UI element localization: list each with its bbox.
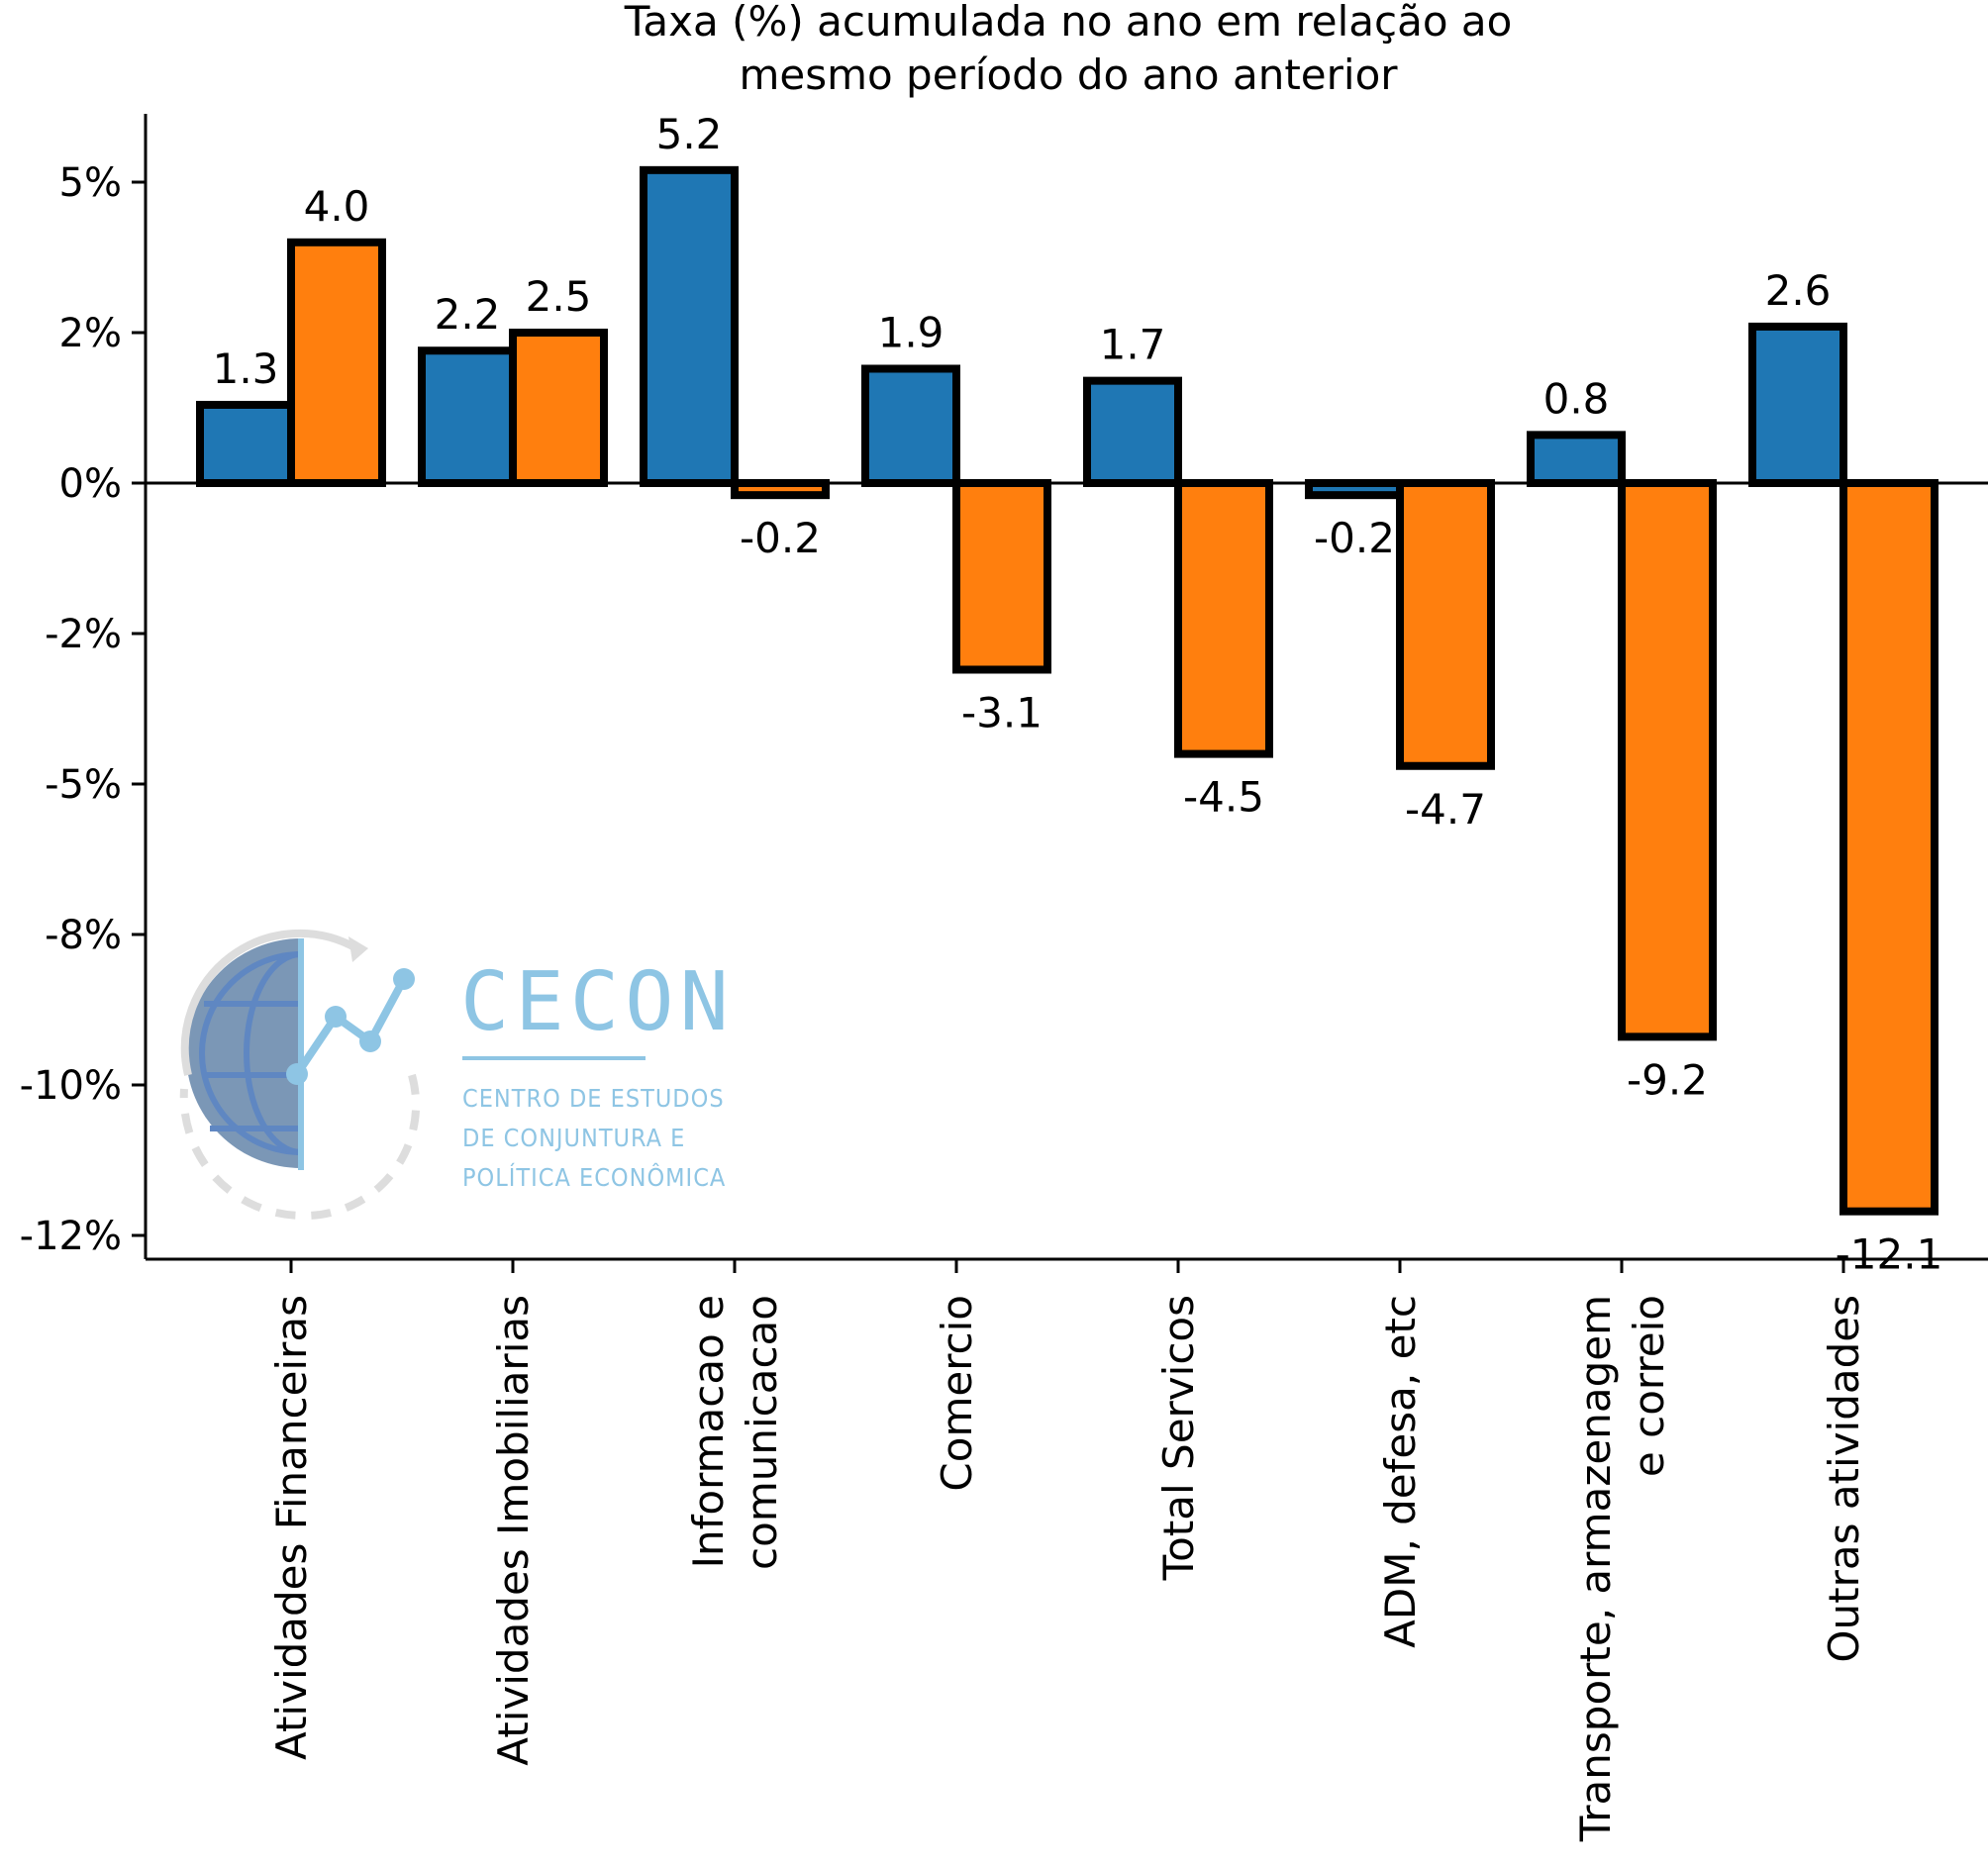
globe-icon (179, 929, 421, 1221)
svg-text:Comercio: Comercio (933, 1295, 981, 1492)
data-label-series-2-cat-1: 4.0 (304, 182, 370, 231)
bar-series-1-cat-4 (861, 364, 960, 488)
y-tick-label: -10% (20, 1063, 122, 1109)
data-label-series-1-cat-2: 2.2 (435, 290, 501, 339)
x-tick-label: Transporte, armazenagem e correio (1571, 1295, 1673, 1842)
data-label-series-2-cat-6: -4.7 (1405, 785, 1486, 834)
data-label-series-1-cat-7: 0.8 (1543, 374, 1610, 423)
bar-series-1-cat-3 (640, 165, 739, 487)
svg-text:Outras atividades: Outras atividades (1820, 1295, 1868, 1663)
cecon-logo: CECON CENTRO DE ESTUDOS DE CONJUNTURA E … (179, 929, 735, 1221)
x-tick-label: Comercio (933, 1295, 981, 1492)
data-label-series-1-cat-3: 5.2 (656, 110, 723, 158)
axes-group (144, 114, 1988, 1261)
logo-title: CECON (460, 955, 735, 1049)
trend-line-icon (286, 968, 415, 1085)
x-tick-label: Informacao e comunicacao (684, 1295, 786, 1570)
logo-subtitle-line-3: POLÍTICA ECONÔMICA (462, 1162, 726, 1192)
data-label-series-1-cat-1: 1.3 (213, 344, 279, 393)
y-tick-label: 0% (59, 461, 122, 507)
bar-series-2-cat-7 (1618, 479, 1717, 1041)
x-tick-label: Outras atividades (1820, 1295, 1868, 1663)
y-tick-label: -5% (45, 762, 122, 808)
bar-series-1-cat-8 (1748, 322, 1847, 488)
y-tick-label: -2% (45, 612, 122, 657)
y-axis-ticks: 5% 2% 0% -2% -5% -8% -10% -12% (20, 160, 146, 1259)
bar-series-1-cat-7 (1527, 431, 1626, 487)
bar-series-2-cat-6 (1396, 479, 1495, 770)
logo-subtitle-line-2: DE CONJUNTURA E (462, 1124, 685, 1152)
bar-series-1-cat-5 (1083, 376, 1182, 488)
data-label-series-2-cat-5: -4.5 (1183, 773, 1264, 822)
bar-series-2-cat-2 (509, 329, 608, 487)
bar-series-2-cat-8 (1839, 479, 1938, 1216)
chart-title: Taxa (%) acumulada no ano em relação ao m… (624, 0, 1513, 99)
bar-series-1-cat-2 (418, 346, 517, 487)
svg-text:Atividades Imobiliarias: Atividades Imobiliarias (489, 1295, 538, 1766)
data-label-series-1-cat-4: 1.9 (878, 308, 944, 356)
bar-series-1-cat-1 (196, 400, 295, 487)
bar-series-2-cat-5 (1174, 479, 1273, 758)
x-tick-label: ADM, defesa, etc (1376, 1295, 1425, 1648)
data-labels-group: 1.3 2.2 5.2 1.9 1.7 -0.2 0.8 2.6 4.0 2.5 -0.2 -3.1 -… (213, 110, 1943, 1279)
x-tick-label: Atividades Imobiliarias (489, 1295, 538, 1766)
bar-series-1-cat-6 (1305, 479, 1404, 500)
data-label-series-2-cat-2: 2.5 (526, 272, 592, 321)
bar-series-2-cat-1 (287, 238, 386, 487)
x-axis-ticks: Atividades Financeiras Atividades Imobili… (267, 1259, 1868, 1842)
y-tick-label: 2% (59, 311, 122, 356)
bar-series-2-cat-3 (731, 479, 830, 500)
data-label-series-2-cat-4: -3.1 (961, 688, 1043, 737)
x-tick-label: Total Servicos (1154, 1295, 1203, 1581)
bars-group (196, 165, 1938, 1216)
logo-subtitle-line-1: CENTRO DE ESTUDOS (462, 1084, 725, 1113)
data-label-series-2-cat-7: -9.2 (1627, 1055, 1708, 1104)
y-tick-label: 5% (59, 160, 122, 206)
y-tick-label: -12% (20, 1214, 122, 1259)
y-tick-label: -8% (45, 913, 122, 958)
data-label-series-2-cat-8: -12.1 (1836, 1230, 1943, 1279)
svg-text:Atividades Financeiras: Atividades Financeiras (267, 1295, 316, 1760)
data-label-series-2-cat-3: -0.2 (740, 514, 821, 562)
bar-series-2-cat-4 (952, 479, 1051, 674)
svg-text:Total Servicos: Total Servicos (1154, 1295, 1203, 1581)
data-label-series-1-cat-6: -0.2 (1314, 514, 1395, 562)
svg-text:ADM, defesa, etc: ADM, defesa, etc (1376, 1295, 1425, 1648)
data-label-series-1-cat-8: 2.6 (1765, 266, 1832, 315)
data-label-series-1-cat-5: 1.7 (1100, 321, 1166, 369)
x-tick-label: Atividades Financeiras (267, 1295, 316, 1760)
